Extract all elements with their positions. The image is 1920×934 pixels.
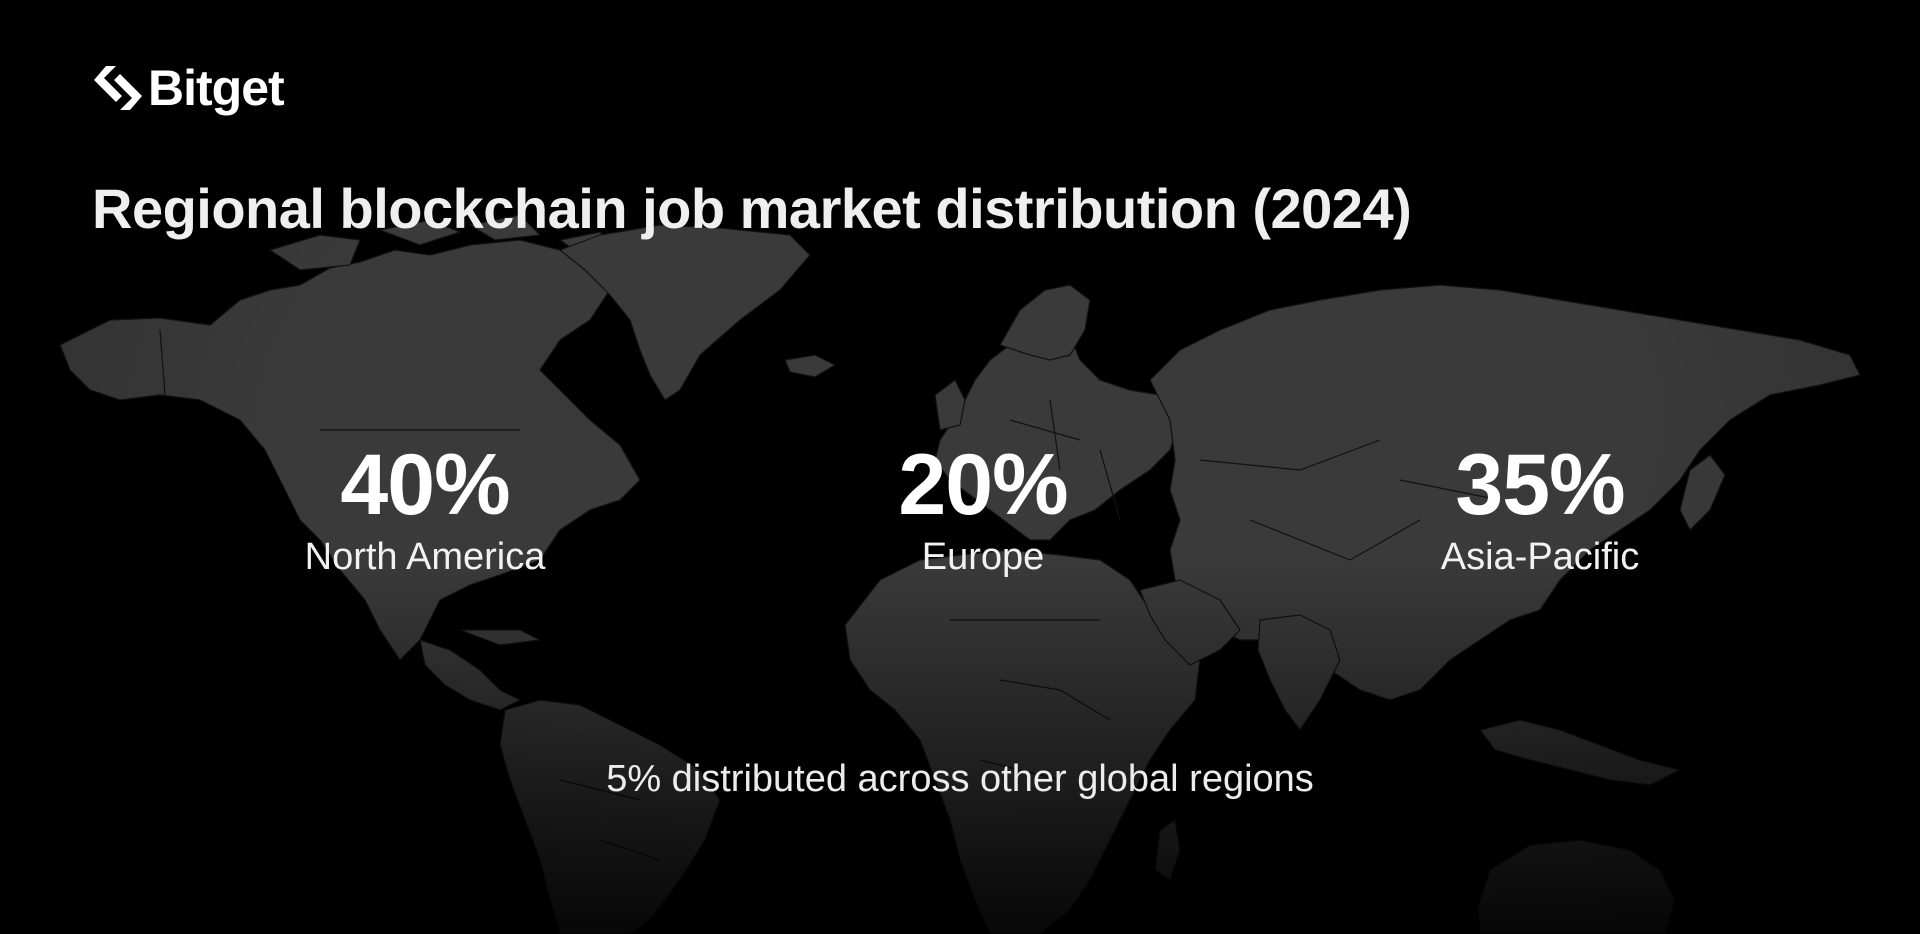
page-title: Regional blockchain job market distribut… <box>92 177 1412 240</box>
india-shape <box>1257 614 1341 731</box>
greenland-shape <box>559 224 811 401</box>
caribbean-shape <box>459 629 541 646</box>
bitget-logo: Bitget <box>92 60 285 116</box>
region-value: 35% <box>1455 437 1625 533</box>
region-stat-asia-pacific: 35% Asia-Pacific <box>1370 442 1710 576</box>
brand-name: Bitget <box>148 60 285 116</box>
south-america-shape <box>499 699 721 934</box>
region-stat-north-america: 40% North America <box>255 442 595 576</box>
other-regions-note: 5% distributed across other global regio… <box>606 758 1314 800</box>
region-label: Europe <box>921 536 1045 578</box>
region-stat-europe: 20% Europe <box>813 442 1153 576</box>
madagascar-shape <box>1154 819 1181 881</box>
region-label: Asia-Pacific <box>1440 536 1640 578</box>
australia-shape <box>1477 839 1676 934</box>
scandinavia-shape <box>999 284 1091 361</box>
region-value: 40% <box>340 437 510 533</box>
region-value: 20% <box>898 437 1068 533</box>
region-label: North America <box>304 536 546 578</box>
bitget-arrow-logo-icon <box>94 66 142 110</box>
uk-shape <box>934 379 966 431</box>
central-america-shape <box>419 639 521 711</box>
iceland-shape <box>784 354 836 378</box>
